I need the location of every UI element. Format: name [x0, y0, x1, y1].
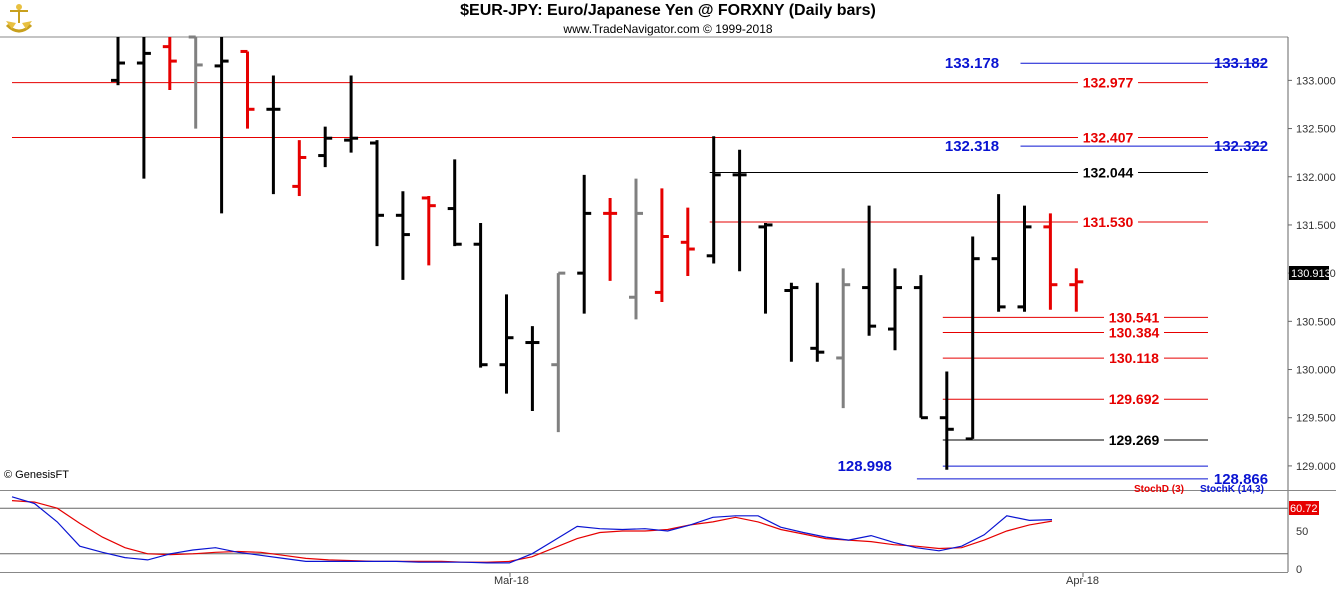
ohlc-bar [292, 140, 307, 197]
level-label-bg [1104, 308, 1164, 327]
price-bars [111, 35, 1084, 470]
stochastic-tick-label: 0 [1296, 564, 1302, 576]
ohlc-bar [499, 294, 514, 394]
ohlc-bar [136, 37, 151, 179]
ohlc-bar [344, 75, 359, 153]
ohlc-bar [654, 188, 669, 303]
stochastic-reference-lines [0, 507, 1288, 555]
ohlc-bar [913, 275, 928, 420]
stochastic-last-badge [1289, 501, 1319, 515]
level-label-bg [1078, 163, 1138, 182]
level-label-bg [1104, 323, 1164, 342]
level-lines: 133.178 133.182 132.977 132.407 132.318 132.3… [12, 55, 1271, 488]
price-panel [0, 37, 1288, 491]
ohlc-bar [447, 159, 462, 247]
stochastic-tick-label: 50 [1296, 526, 1308, 538]
level-label-bg [1104, 390, 1164, 409]
ohlc-bar [214, 37, 229, 214]
level-label: 132.407 [1083, 130, 1134, 146]
genesis-watermark: © GenesisFT [4, 469, 69, 481]
ohlc-bar [266, 75, 281, 195]
level-label: 133.178 [945, 55, 999, 72]
ohlc-bar [421, 196, 436, 266]
level-label-bg [1078, 128, 1138, 147]
price-tick-label: 130.500 [1296, 316, 1336, 328]
level-label: 128.866 [1214, 471, 1268, 488]
ohlc-bar [318, 126, 333, 168]
legend-stochk: StochK (14,3) [1200, 484, 1264, 495]
x-label-mar: Mar-18 [494, 575, 529, 587]
level-label-bg [1104, 430, 1164, 449]
stochastic-series-line [11, 496, 1053, 564]
ohlc-bar [162, 37, 177, 91]
ohlc-bar [629, 178, 643, 320]
level-label: 128.998 [838, 458, 892, 475]
level-label: 131.530 [1083, 214, 1134, 230]
ohlc-bar [836, 268, 851, 409]
price-tick-label: 132.000 [1296, 172, 1336, 184]
ohlc-bar [551, 271, 566, 433]
x-label-apr: Apr-18 [1066, 575, 1099, 587]
ohlc-bar [680, 207, 695, 277]
ohlc-bar [577, 174, 592, 314]
stochastic-series-line [11, 500, 1053, 563]
price-tick-label: 131.500 [1296, 220, 1336, 232]
ohlc-bar [111, 37, 125, 86]
last-price-label: 130.913 [1291, 268, 1331, 280]
level-label: 130.118 [1109, 350, 1159, 366]
chart-title: $EUR-JPY: Euro/Japanese Yen @ FORXNY (Da… [460, 2, 876, 19]
ohlc-bar [1043, 213, 1058, 310]
ohlc-bar [991, 194, 1006, 312]
level-label-bg [1211, 469, 1271, 488]
ohlc-bar [758, 223, 773, 314]
last-price-badge [1289, 266, 1329, 280]
ohlc-bar [370, 140, 384, 247]
stochastic-last-value: 60.72 [1290, 503, 1318, 515]
ohlc-bar [1069, 268, 1084, 312]
price-tick-label: 129.000 [1296, 461, 1336, 473]
level-label-bg [1078, 213, 1138, 232]
price-tick-label: 129.500 [1296, 413, 1336, 425]
level-label: 132.977 [1083, 75, 1134, 91]
ohlc-bar [965, 236, 980, 441]
level-label: 130.384 [1109, 325, 1160, 341]
level-label-right: 133.182 [1214, 55, 1268, 72]
level-label-bg [1104, 349, 1164, 368]
level-label: 129.269 [1109, 432, 1160, 448]
level-label: 132.318 [945, 138, 999, 155]
price-tick-label: 132.500 [1296, 124, 1336, 136]
ohlc-bar [732, 149, 747, 272]
ohlc-bar [525, 326, 540, 411]
ohlc-bar [939, 371, 954, 470]
copyright-text: www.TradeNavigator.com © 1999-2018 [563, 22, 773, 36]
level-label: 129.692 [1109, 391, 1160, 407]
ohlc-bar [810, 282, 825, 362]
legend-stochd: StochD (3) [1134, 484, 1184, 495]
ohlc-bar [888, 268, 902, 351]
ohlc-bar [1017, 205, 1032, 312]
ohlc-bar [240, 49, 255, 129]
price-tick-label: 133.000 [1296, 75, 1336, 87]
level-label: 132.044 [1083, 165, 1134, 181]
stochastic-axis-ticks: 50 0 [1296, 526, 1308, 576]
price-tick-label: 130.000 [1296, 365, 1336, 377]
level-label: 130.541 [1109, 309, 1160, 325]
ohlc-bar [395, 191, 410, 280]
level-label-right: 132.322 [1214, 138, 1268, 155]
level-label-bg [1078, 73, 1138, 92]
ohlc-bar [706, 136, 721, 264]
stochastic-lines [11, 496, 1053, 564]
ohlc-bar [862, 205, 877, 336]
trade-navigator-logo-icon [5, 4, 33, 33]
ohlc-bar [603, 197, 618, 281]
ohlc-bar [784, 282, 799, 362]
ohlc-bar [188, 35, 203, 129]
ohlc-bar [473, 223, 488, 368]
